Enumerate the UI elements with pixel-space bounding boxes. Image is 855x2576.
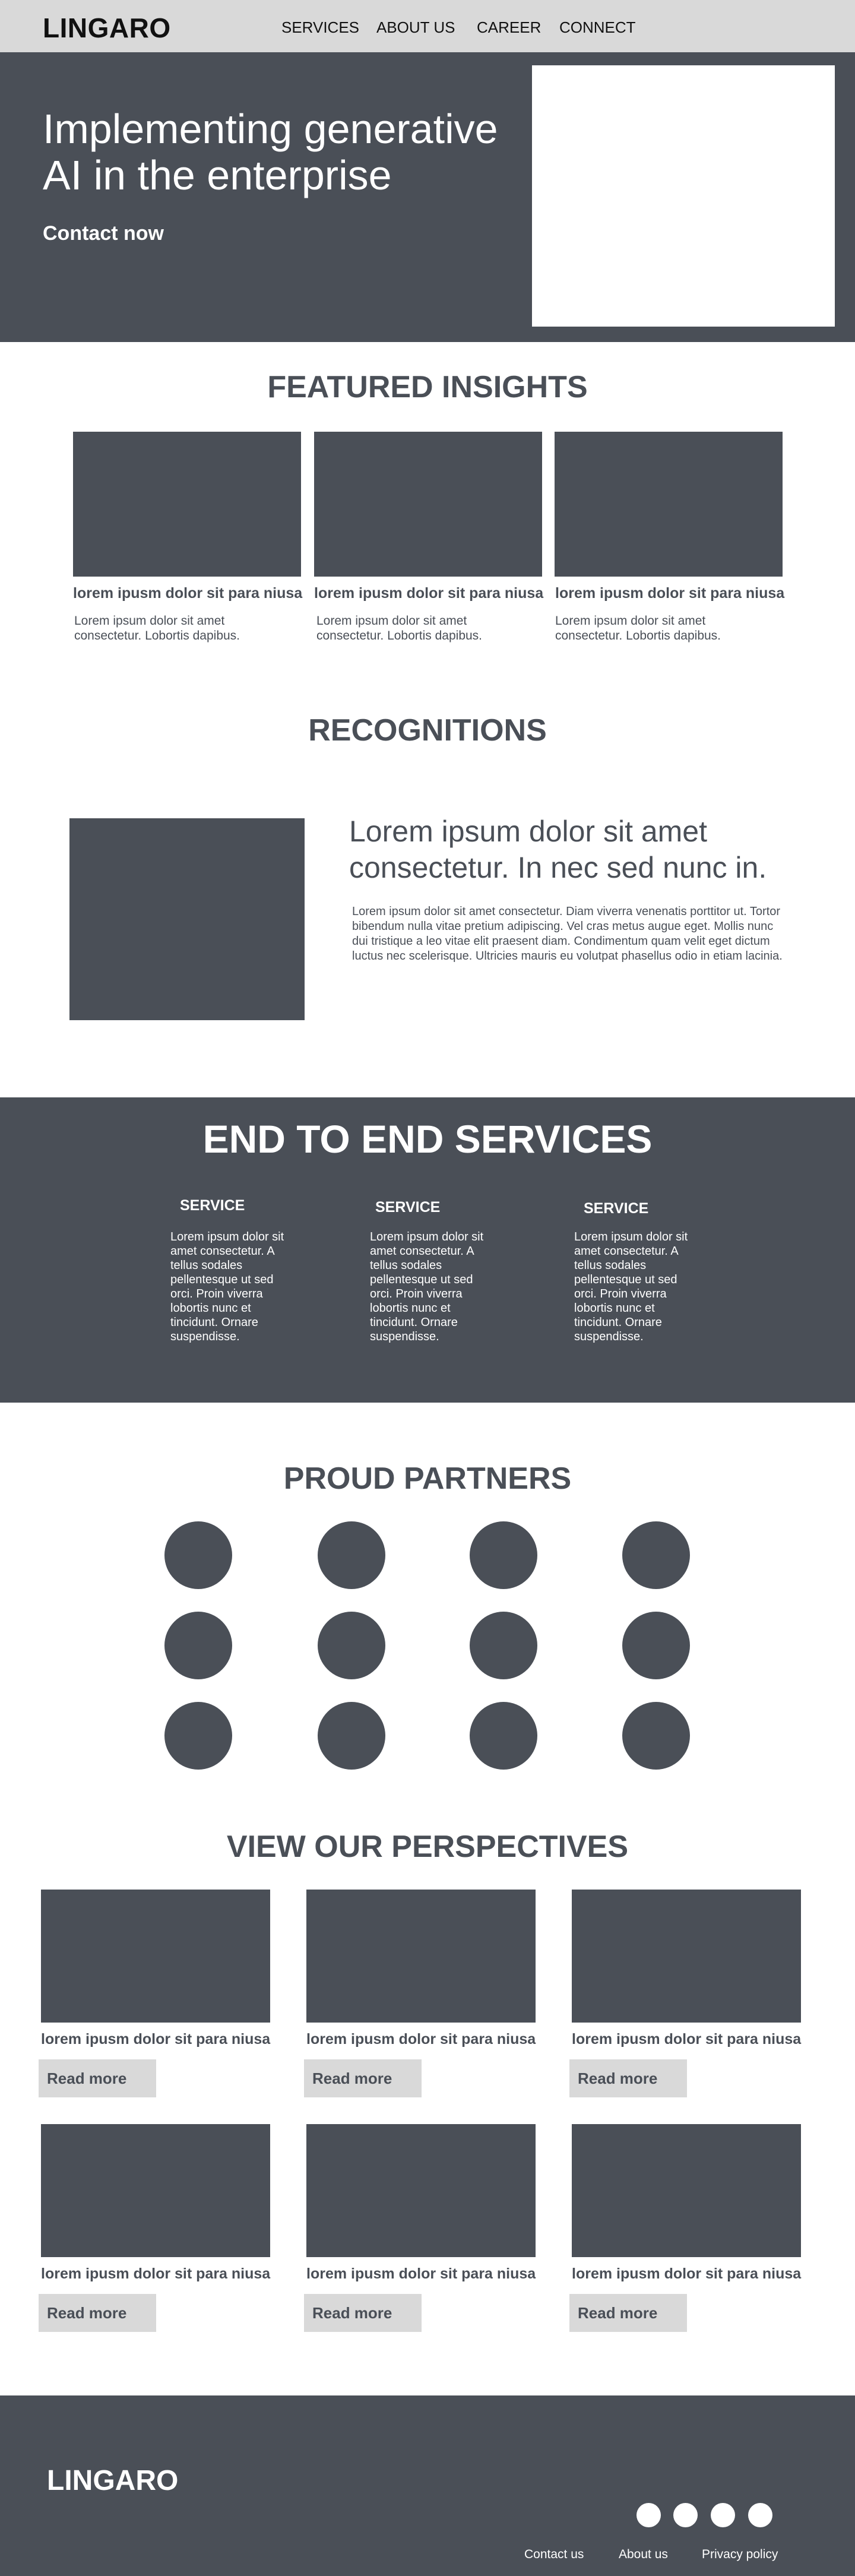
hero-section: Implementing generative AI in the enterp… bbox=[0, 52, 855, 342]
footer-link-privacy-policy[interactable]: Privacy policy bbox=[702, 2547, 778, 2561]
read-more-button[interactable]: Read more bbox=[39, 2294, 156, 2332]
insight-image[interactable] bbox=[73, 432, 301, 577]
perspectives-title: VIEW OUR PERSPECTIVES bbox=[226, 1830, 629, 1864]
partner-logo[interactable] bbox=[164, 1702, 232, 1770]
insight-title[interactable]: lorem ipusm dolor sit para niusa bbox=[555, 585, 785, 602]
top-nav: LINGARO SERVICES ABOUT US CAREER CONNECT bbox=[0, 0, 855, 52]
read-more-button[interactable]: Read more bbox=[304, 2059, 422, 2097]
insight-image[interactable] bbox=[555, 432, 783, 577]
perspective-image[interactable] bbox=[306, 1890, 536, 2023]
partner-logo[interactable] bbox=[164, 1521, 232, 1589]
social-icon[interactable] bbox=[711, 2503, 735, 2527]
nav-link-career[interactable]: CAREER bbox=[477, 18, 542, 36]
logo[interactable]: LINGARO bbox=[43, 12, 171, 43]
nav-link-about-us[interactable]: ABOUT US bbox=[376, 18, 455, 36]
insight-title[interactable]: lorem ipusm dolor sit para niusa bbox=[73, 585, 303, 602]
contact-now-link[interactable]: Contact now bbox=[43, 222, 164, 245]
insight-description: Lorem ipsum dolor sit amet consectetur. … bbox=[74, 614, 240, 643]
footer-link-contact-us[interactable]: Contact us bbox=[524, 2547, 584, 2561]
read-more-button[interactable]: Read more bbox=[569, 2294, 687, 2332]
perspective-title[interactable]: lorem ipusm dolor sit para niusa bbox=[306, 2265, 536, 2282]
perspective-image[interactable] bbox=[572, 1890, 801, 2023]
service-description: Lorem ipsum dolor sit amet consectetur. … bbox=[574, 1230, 688, 1343]
partner-logo[interactable] bbox=[470, 1702, 537, 1770]
perspective-image[interactable] bbox=[572, 2124, 801, 2257]
service-name: SERVICE bbox=[375, 1199, 441, 1216]
perspective-title[interactable]: lorem ipusm dolor sit para niusa bbox=[572, 2031, 802, 2047]
partner-logo[interactable] bbox=[470, 1521, 537, 1589]
insight-description: Lorem ipsum dolor sit amet consectetur. … bbox=[555, 614, 721, 643]
partner-logo[interactable] bbox=[622, 1521, 690, 1589]
service-description: Lorem ipsum dolor sit amet consectetur. … bbox=[170, 1230, 284, 1343]
footer-logo[interactable]: LINGARO bbox=[47, 2465, 179, 2496]
partners-title: PROUD PARTNERS bbox=[283, 1461, 572, 1496]
nav-link-connect[interactable]: CONNECT bbox=[559, 18, 636, 36]
insight-image[interactable] bbox=[314, 432, 542, 577]
partner-logo[interactable] bbox=[318, 1521, 385, 1589]
perspective-title[interactable]: lorem ipusm dolor sit para niusa bbox=[41, 2031, 271, 2047]
services-section: END TO END SERVICES SERVICE Lorem ipsum … bbox=[0, 1097, 855, 1403]
perspective-title[interactable]: lorem ipusm dolor sit para niusa bbox=[572, 2265, 802, 2282]
perspective-image[interactable] bbox=[306, 2124, 536, 2257]
read-more-button[interactable]: Read more bbox=[569, 2059, 687, 2097]
services-title: END TO END SERVICES bbox=[202, 1117, 653, 1161]
perspective-title[interactable]: lorem ipusm dolor sit para niusa bbox=[41, 2265, 271, 2282]
recognitions-title: RECOGNITIONS bbox=[308, 713, 547, 748]
featured-insights-title: FEATURED INSIGHTS bbox=[267, 370, 588, 404]
social-icon[interactable] bbox=[748, 2503, 772, 2527]
footer: LINGARO Contact us About us Privacy poli… bbox=[0, 2395, 855, 2576]
insight-title[interactable]: lorem ipusm dolor sit para niusa bbox=[314, 585, 544, 602]
read-more-button[interactable]: Read more bbox=[39, 2059, 156, 2097]
footer-link-about-us[interactable]: About us bbox=[619, 2547, 668, 2561]
perspective-title[interactable]: lorem ipusm dolor sit para niusa bbox=[306, 2031, 536, 2047]
social-icon[interactable] bbox=[673, 2503, 698, 2527]
hero-image-placeholder bbox=[532, 65, 835, 327]
partner-logo[interactable] bbox=[622, 1702, 690, 1770]
partner-logo[interactable] bbox=[622, 1612, 690, 1679]
partner-logo[interactable] bbox=[470, 1612, 537, 1679]
nav-link-services[interactable]: SERVICES bbox=[281, 18, 360, 36]
perspective-image[interactable] bbox=[41, 1890, 270, 2023]
social-icon[interactable] bbox=[636, 2503, 661, 2527]
service-description: Lorem ipsum dolor sit amet consectetur. … bbox=[370, 1230, 484, 1343]
recognition-image bbox=[69, 818, 305, 1020]
partner-logo[interactable] bbox=[164, 1612, 232, 1679]
service-name: SERVICE bbox=[584, 1200, 649, 1217]
partner-logo[interactable] bbox=[318, 1702, 385, 1770]
partner-logo[interactable] bbox=[318, 1612, 385, 1679]
hero-title: Implementing generative AI in the enterp… bbox=[43, 106, 498, 198]
perspective-image[interactable] bbox=[41, 2124, 270, 2257]
recognition-headline: Lorem ipsum dolor sit amet consectetur. … bbox=[349, 815, 767, 884]
service-name: SERVICE bbox=[180, 1197, 245, 1214]
recognition-body: Lorem ipsum dolor sit amet consectetur. … bbox=[352, 905, 783, 963]
read-more-button[interactable]: Read more bbox=[304, 2294, 422, 2332]
insight-description: Lorem ipsum dolor sit amet consectetur. … bbox=[316, 614, 483, 643]
